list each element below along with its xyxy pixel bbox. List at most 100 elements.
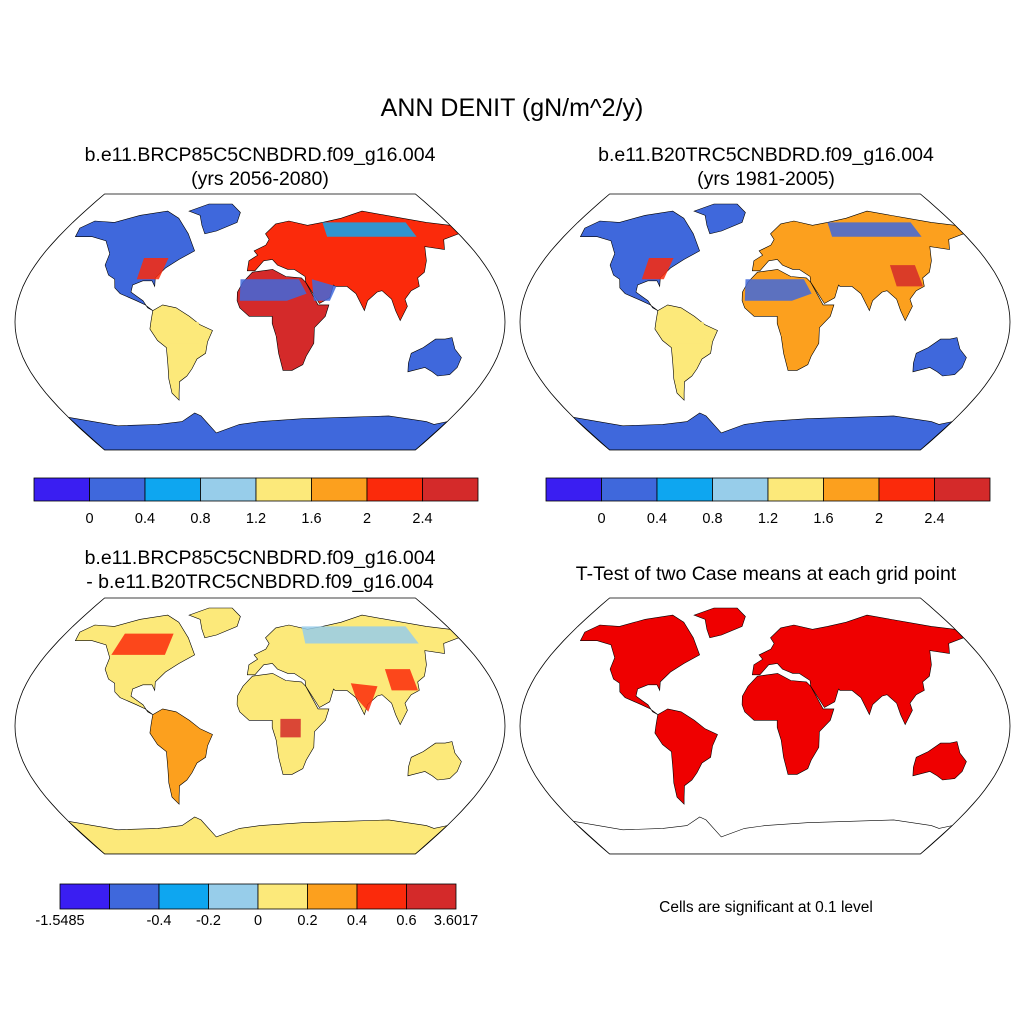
map-control [519,193,1011,451]
map-case-frame [14,193,506,451]
colorbar-control: 0 0.4 0.8 1.2 1.6 2 2.4 [545,477,991,527]
map-control-frame [519,193,1011,451]
panel-ttest-title: T-Test of two Case means at each grid po… [518,562,1014,586]
colorbar-case-swatch-7 [422,477,479,502]
landmass-antarctica [67,412,449,450]
panel-control-title: b.e11.B20TRC5CNBDRD.f09_g16.004 (yrs 198… [518,143,1014,191]
colorbar-control-label-3: 1.2 [758,511,778,527]
colorbar-case-label-2: 0.8 [190,511,210,527]
panel-ttest-title-line1: T-Test of two Case means at each grid po… [575,563,957,585]
colorbar-difference-label-2: -0.2 [196,913,221,929]
region-canada [111,633,174,655]
colorbar-case-label-6: 2.4 [412,511,432,527]
landmass-antarctica [572,412,954,450]
colorbar-case-swatch-3 [200,477,257,502]
landmass-australia [407,337,462,377]
colorbar-control-swatch-0 [545,477,602,502]
region-china [384,669,418,691]
landmass-australia [407,741,462,781]
colorbar-case-label-5: 2 [363,511,371,527]
map-case [14,193,506,451]
landmass-samerica [654,708,718,805]
colorbar-difference-swatch-3 [208,883,259,910]
colorbar-difference-swatch-1 [109,883,160,910]
colorbar-difference-label-0: -1.5485 [35,913,84,929]
colorbar-case-swatch-4 [255,477,312,502]
landmass-namerica [579,210,700,311]
region-siberia [322,222,417,237]
landmass-greenland [693,607,746,639]
region-central-africa [273,310,301,337]
panel-case-title-line1: b.e11.BRCP85C5CNBDRD.f09_g16.004 [84,144,436,166]
map-ttest-land [572,607,967,854]
colorbar-difference: -1.5485 -0.4 -0.2 0 0.2 0.4 0.6 3.6017 [35,883,478,929]
panel-difference-title-line2: - b.e11.B20TRC5CNBDRD.f09_g16.004 [86,571,434,593]
colorbar-control-swatch-6 [878,477,935,502]
region-central-africa [778,310,806,337]
colorbar-control-label-6: 2.4 [924,511,944,527]
panel-difference-title-line1: b.e11.BRCP85C5CNBDRD.f09_g16.004 [84,547,436,569]
colorbar-difference-swatch-6 [356,883,407,910]
landmass-greenland [188,203,241,235]
colorbar-case-swatch-0 [33,477,90,502]
region-amazon [669,322,705,344]
landmass-eurasia [246,210,460,322]
panel-difference-title: b.e11.BRCP85C5CNBDRD.f09_g16.004 - b.e11… [12,546,508,594]
colorbar-control-swatch-7 [934,477,991,502]
colorbar-case-label-1: 0.4 [135,511,155,527]
panel-case-title: b.e11.BRCP85C5CNBDRD.f09_g16.004 (yrs 20… [12,143,508,191]
landmass-australia [912,741,967,781]
colorbar-case: 0 0.4 0.8 1.2 1.6 2 2.4 [33,477,479,527]
colorbar-difference-label-6: 0.6 [396,913,416,929]
landmass-eurasia [751,210,965,322]
colorbar-case-label-0: 0 [85,511,93,527]
landmass-antarctica [67,816,449,854]
colorbar-case-swatch-6 [366,477,423,502]
region-arabia [311,279,337,301]
colorbar-control-label-4: 1.6 [813,511,833,527]
colorbar-case-label-3: 1.2 [246,511,266,527]
map-ttest [519,597,1011,855]
colorbar-control-swatch-2 [656,477,713,502]
panel-case-title-line2: (yrs 2056-2080) [191,168,329,190]
colorbar-difference-swatch-4 [257,883,308,910]
map-difference-frame [14,597,506,855]
colorbar-difference-swatch-2 [158,883,209,910]
colorbar-control-swatch-1 [601,477,658,502]
region-central-africa [280,718,301,738]
colorbar-difference-label-4: 0.2 [297,913,317,929]
map-ttest-frame [519,597,1011,855]
colorbar-control-swatch-5 [823,477,880,502]
colorbar-control-label-2: 0.8 [702,511,722,527]
significance-note: Cells are significant at 0.1 level [659,899,873,916]
region-sahara [744,279,812,301]
colorbar-difference-label-5: 0.4 [347,913,367,929]
colorbar-difference-label-1: -0.4 [147,913,172,929]
colorbar-case-swatch-1 [89,477,146,502]
region-india [350,683,378,712]
landmass-samerica [654,304,718,401]
landmass-namerica [74,614,195,715]
landmass-africa [741,673,835,775]
main-title: ANN DENIT (gN/m^2/y) [380,94,644,122]
colorbar-difference-swatch-5 [307,883,358,910]
landmass-samerica [149,708,213,805]
colorbar-difference-swatch-7 [406,883,457,910]
map-difference [14,597,506,855]
colorbar-difference-swatch-0 [59,883,110,910]
landmass-namerica [74,210,195,311]
region-us-east [136,258,169,280]
colorbar-control-swatch-3 [712,477,769,502]
region-sahara [239,279,307,301]
landmass-greenland [693,203,746,235]
panel-control-title-line1: b.e11.B20TRC5CNBDRD.f09_g16.004 [598,144,934,166]
map-control-land [572,203,967,450]
map-case-land [67,203,462,450]
colorbar-difference-label-3: 0 [254,913,262,929]
map-difference-land [67,607,462,854]
colorbar-case-swatch-5 [311,477,368,502]
landmass-eurasia [751,614,965,726]
colorbar-control-label-5: 2 [875,511,883,527]
region-siberia [827,222,922,237]
